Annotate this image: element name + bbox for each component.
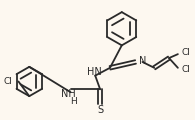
Text: S: S xyxy=(97,105,103,115)
Text: H: H xyxy=(70,96,77,105)
Text: Cl: Cl xyxy=(182,65,191,74)
Text: Cl: Cl xyxy=(182,48,191,57)
Text: HN: HN xyxy=(87,67,102,77)
Text: N: N xyxy=(138,56,146,66)
Text: Cl: Cl xyxy=(4,77,12,86)
Text: NH: NH xyxy=(61,89,76,99)
